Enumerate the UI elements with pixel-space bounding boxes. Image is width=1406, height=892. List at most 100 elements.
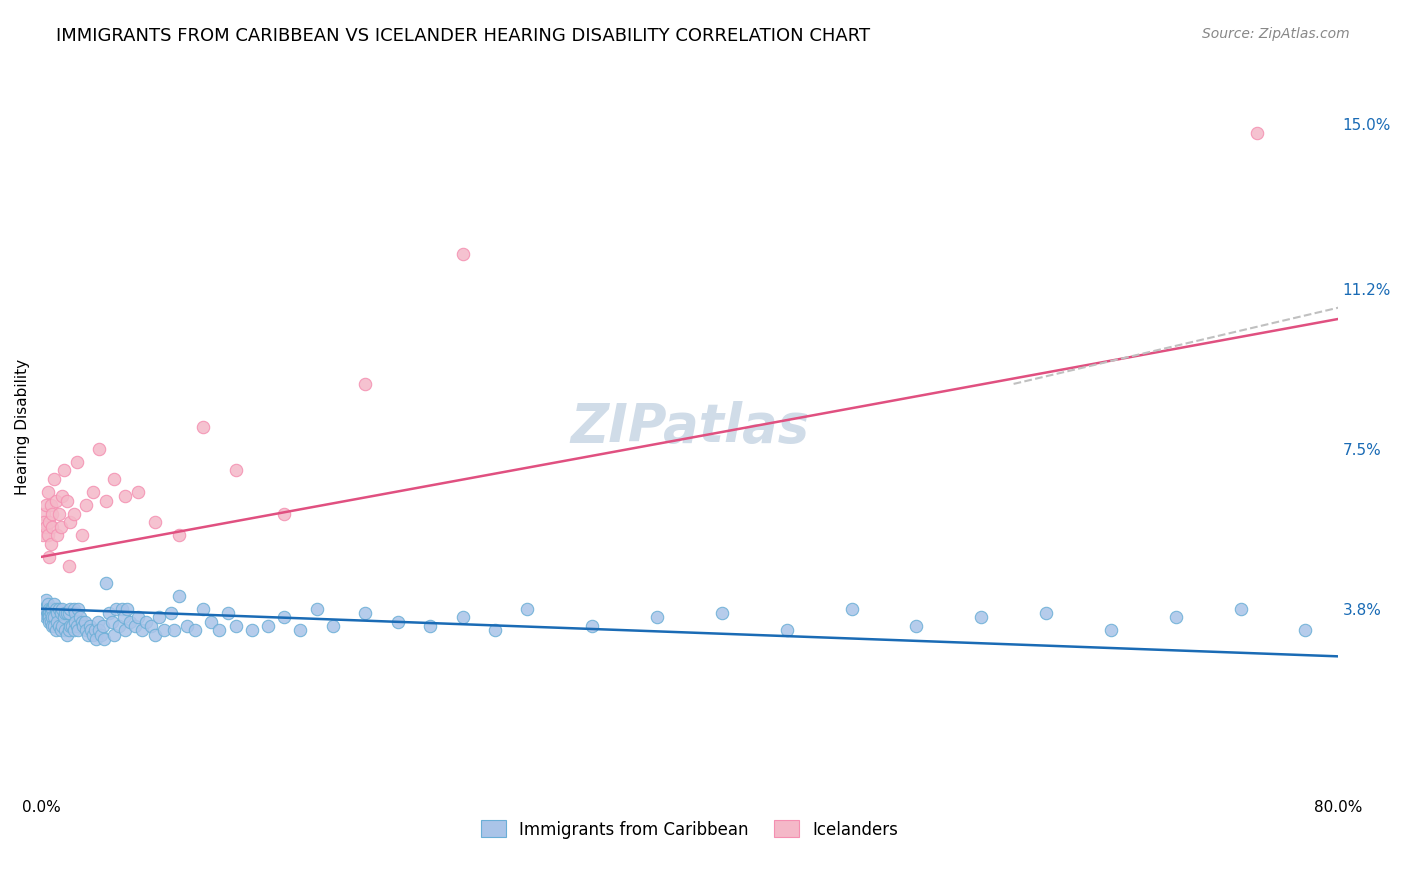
- Point: [37, 606, 59, 620]
- Point: [82, 485, 104, 500]
- Point: [52, 610, 75, 624]
- Point: [37, 598, 59, 612]
- Point: [163, 624, 186, 638]
- Point: [87, 615, 110, 629]
- Point: [56, 493, 79, 508]
- Point: [35, 601, 58, 615]
- Point: [49, 624, 72, 638]
- Point: [94, 575, 117, 590]
- Point: [46, 615, 69, 629]
- Point: [39, 537, 62, 551]
- Point: [41, 601, 63, 615]
- Point: [115, 601, 138, 615]
- Point: [37, 610, 59, 624]
- Point: [39, 615, 62, 629]
- Point: [124, 619, 146, 633]
- Point: [35, 498, 58, 512]
- Point: [39, 498, 62, 512]
- Point: [46, 606, 69, 620]
- Point: [217, 606, 239, 620]
- Point: [114, 489, 136, 503]
- Point: [42, 610, 65, 624]
- Point: [39, 601, 62, 615]
- Text: IMMIGRANTS FROM CARIBBEAN VS ICELANDER HEARING DISABILITY CORRELATION CHART: IMMIGRANTS FROM CARIBBEAN VS ICELANDER H…: [56, 27, 870, 45]
- Point: [776, 624, 799, 638]
- Point: [1294, 624, 1316, 638]
- Point: [51, 601, 73, 615]
- Point: [58, 624, 80, 638]
- Point: [34, 601, 56, 615]
- Point: [48, 619, 70, 633]
- Text: Source: ZipAtlas.com: Source: ZipAtlas.com: [1202, 27, 1350, 41]
- Point: [1035, 606, 1057, 620]
- Point: [153, 624, 176, 638]
- Point: [80, 624, 103, 638]
- Point: [305, 601, 328, 615]
- Point: [114, 624, 136, 638]
- Point: [970, 610, 993, 624]
- Point: [111, 601, 134, 615]
- Point: [225, 619, 247, 633]
- Point: [42, 619, 65, 633]
- Point: [167, 528, 190, 542]
- Point: [73, 615, 96, 629]
- Point: [101, 615, 124, 629]
- Point: [84, 632, 107, 646]
- Point: [34, 516, 56, 530]
- Point: [55, 606, 77, 620]
- Point: [46, 528, 69, 542]
- Point: [1229, 601, 1251, 615]
- Point: [104, 601, 127, 615]
- Point: [76, 498, 98, 512]
- Point: [159, 606, 181, 620]
- Point: [193, 601, 215, 615]
- Point: [62, 507, 84, 521]
- Point: [41, 610, 63, 624]
- Point: [41, 519, 63, 533]
- Point: [127, 610, 149, 624]
- Point: [66, 619, 89, 633]
- Point: [69, 610, 91, 624]
- Point: [273, 610, 295, 624]
- Point: [143, 516, 166, 530]
- Point: [38, 606, 60, 620]
- Point: [31, 601, 53, 615]
- Y-axis label: Hearing Disability: Hearing Disability: [15, 359, 30, 495]
- Point: [1164, 610, 1187, 624]
- Point: [35, 593, 58, 607]
- Point: [62, 601, 84, 615]
- Point: [67, 624, 90, 638]
- Point: [112, 610, 135, 624]
- Point: [240, 624, 263, 638]
- Legend: Immigrants from Caribbean, Icelanders: Immigrants from Caribbean, Icelanders: [474, 814, 904, 846]
- Point: [419, 619, 441, 633]
- Point: [103, 472, 125, 486]
- Point: [645, 610, 668, 624]
- Point: [45, 624, 67, 638]
- Point: [89, 624, 111, 638]
- Point: [79, 619, 101, 633]
- Point: [1246, 126, 1268, 140]
- Point: [38, 549, 60, 564]
- Point: [200, 615, 222, 629]
- Point: [67, 601, 90, 615]
- Point: [82, 628, 104, 642]
- Point: [451, 247, 474, 261]
- Point: [39, 606, 62, 620]
- Point: [387, 615, 409, 629]
- Point: [58, 606, 80, 620]
- Point: [45, 601, 67, 615]
- Point: [38, 516, 60, 530]
- Point: [581, 619, 603, 633]
- Point: [51, 489, 73, 503]
- Point: [176, 619, 198, 633]
- Point: [76, 624, 98, 638]
- Point: [59, 516, 82, 530]
- Point: [63, 615, 86, 629]
- Point: [108, 619, 131, 633]
- Point: [55, 624, 77, 638]
- Point: [143, 628, 166, 642]
- Point: [77, 628, 100, 642]
- Point: [83, 624, 105, 638]
- Point: [290, 624, 312, 638]
